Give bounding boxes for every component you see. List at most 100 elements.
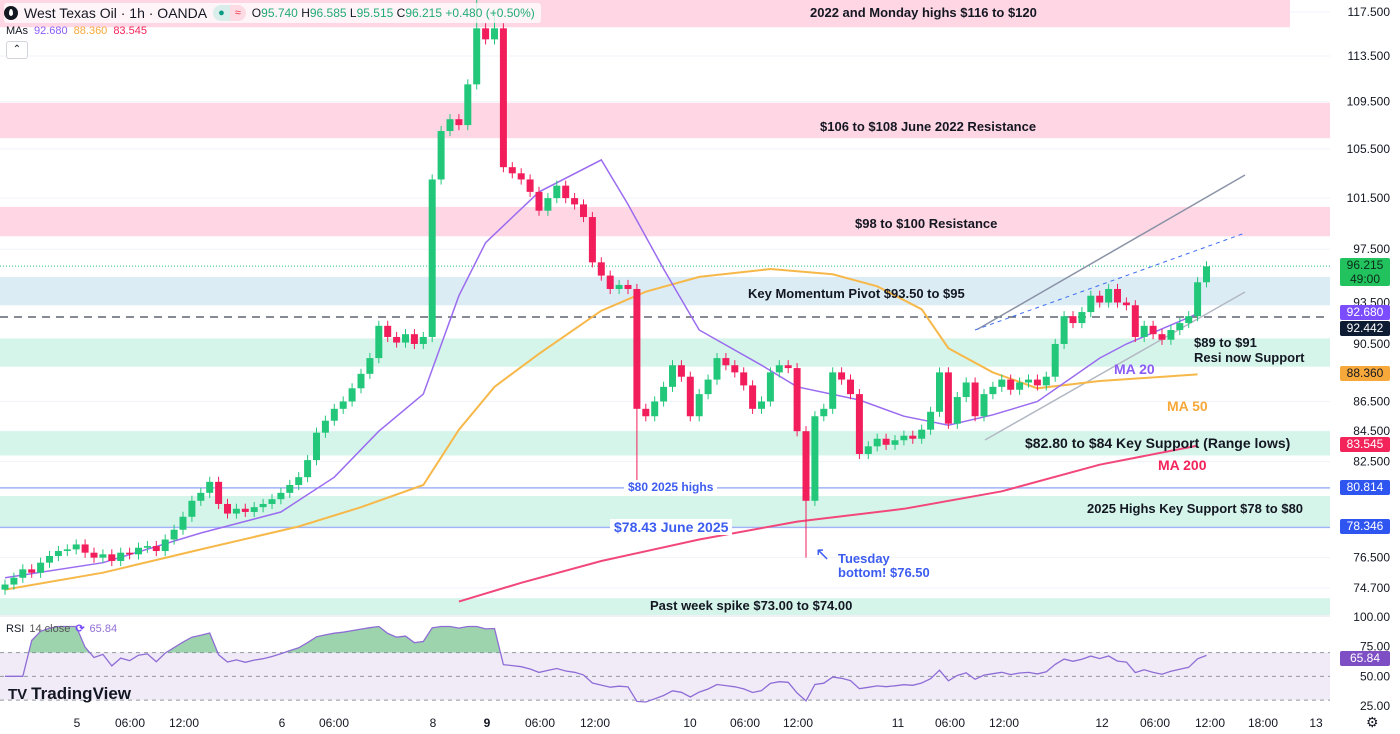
zone-1 xyxy=(0,102,1340,139)
candle-body xyxy=(695,394,703,417)
candle xyxy=(1176,317,1184,336)
candle-body xyxy=(206,481,214,493)
ma200-badge: 83.545 xyxy=(1340,437,1390,452)
candle xyxy=(695,389,703,422)
last-price-badge: 96.215 49:00 xyxy=(1340,258,1390,286)
price-tick: 97.500 xyxy=(1353,242,1390,256)
candle xyxy=(1078,306,1086,329)
tradingview-logo[interactable]: TV TradingView xyxy=(8,684,131,703)
candle-body xyxy=(117,552,125,561)
candle-body xyxy=(1167,330,1175,340)
candle xyxy=(19,564,27,583)
symbol-title[interactable]: West Texas Oil · 1h · OANDA xyxy=(24,5,208,21)
price-tick: 113.500 xyxy=(1348,49,1391,63)
candle-body xyxy=(215,481,223,504)
candle xyxy=(188,495,196,522)
candle xyxy=(633,283,641,489)
candle xyxy=(562,180,570,204)
time-tick: 06:00 xyxy=(730,716,760,730)
candle xyxy=(419,331,427,350)
candle xyxy=(660,381,668,407)
candle xyxy=(72,539,80,555)
candle-body xyxy=(998,379,1006,387)
candle xyxy=(1149,320,1157,340)
candle xyxy=(259,498,267,513)
candle xyxy=(588,211,596,268)
candle xyxy=(143,541,151,553)
zone-5 xyxy=(0,431,1340,456)
candle-body xyxy=(820,408,828,417)
ma-legend[interactable]: MAs 92.680 88.360 83.545 xyxy=(6,25,147,37)
candle xyxy=(820,403,828,422)
candle xyxy=(1122,297,1130,311)
refresh-icon[interactable]: ⟳ xyxy=(75,623,85,635)
rsi-value-badge: 65.84 xyxy=(1340,651,1390,666)
ma200-value: 83.545 xyxy=(113,25,147,37)
candle-body xyxy=(1060,316,1068,344)
candle-body xyxy=(962,382,970,398)
candle-body xyxy=(624,284,632,289)
candle xyxy=(847,374,854,400)
candle xyxy=(722,353,730,371)
zone-label-98-100: $98 to $100 Resistance xyxy=(855,216,998,231)
candle-body xyxy=(873,438,881,447)
candle-body xyxy=(740,372,748,386)
candle xyxy=(802,426,810,558)
candle xyxy=(10,572,18,590)
time-tick: 18:00 xyxy=(1248,716,1278,730)
candle-body xyxy=(339,401,347,409)
candle xyxy=(544,193,552,216)
candle-body xyxy=(1122,302,1130,306)
time-tick: 12:00 xyxy=(169,716,199,730)
candle-body xyxy=(90,552,98,558)
candle-body xyxy=(375,325,383,359)
candle-body xyxy=(357,373,365,389)
candle-body xyxy=(19,569,27,578)
market-open-dot-icon: ● xyxy=(213,5,230,21)
candle-body xyxy=(633,288,641,409)
candle xyxy=(1158,329,1166,345)
candle xyxy=(864,441,872,460)
ma20-line xyxy=(4,158,1198,579)
candle xyxy=(428,174,436,343)
candle-body xyxy=(971,382,979,417)
prev-close-badge: 92.442 xyxy=(1340,321,1390,336)
candle-body xyxy=(927,411,935,430)
candle xyxy=(882,433,890,450)
candle-body xyxy=(1007,379,1015,390)
candle xyxy=(393,331,401,348)
market-status[interactable]: ● ≈ xyxy=(213,5,246,21)
candle xyxy=(749,380,757,414)
candle-body xyxy=(588,217,596,263)
chevron-up-icon[interactable]: ⌃ xyxy=(6,41,28,59)
candle-body xyxy=(944,372,952,424)
candle-body xyxy=(1078,312,1086,324)
candle-body xyxy=(1194,282,1202,317)
candle-body xyxy=(126,552,134,555)
candle xyxy=(348,383,356,407)
candle xyxy=(704,374,712,400)
candle xyxy=(1060,311,1068,350)
zone-label-pivot: Key Momentum Pivot $93.50 to $95 xyxy=(748,286,965,301)
candle xyxy=(455,114,463,131)
zone-label-116-120: 2022 and Monday highs $116 to $120 xyxy=(810,5,1037,20)
candle xyxy=(526,174,534,197)
rsi-legend[interactable]: RSI 14 close ⟳ 65.84 xyxy=(6,622,118,636)
candle xyxy=(553,180,561,204)
candle xyxy=(944,367,952,429)
candle-body xyxy=(891,440,899,445)
candle-body xyxy=(295,477,303,485)
candle-body xyxy=(686,376,694,417)
candle-body xyxy=(232,508,240,514)
candle-body xyxy=(535,191,543,211)
ma200-annotation: MA 200 xyxy=(1158,457,1207,473)
candle xyxy=(758,396,765,414)
candle-body xyxy=(508,167,516,174)
candle xyxy=(464,79,472,131)
candle xyxy=(1131,300,1139,343)
candle-body xyxy=(81,544,89,553)
candle-body xyxy=(482,28,490,40)
candle xyxy=(321,415,329,438)
gear-icon[interactable]: ⚙ xyxy=(1366,714,1379,730)
